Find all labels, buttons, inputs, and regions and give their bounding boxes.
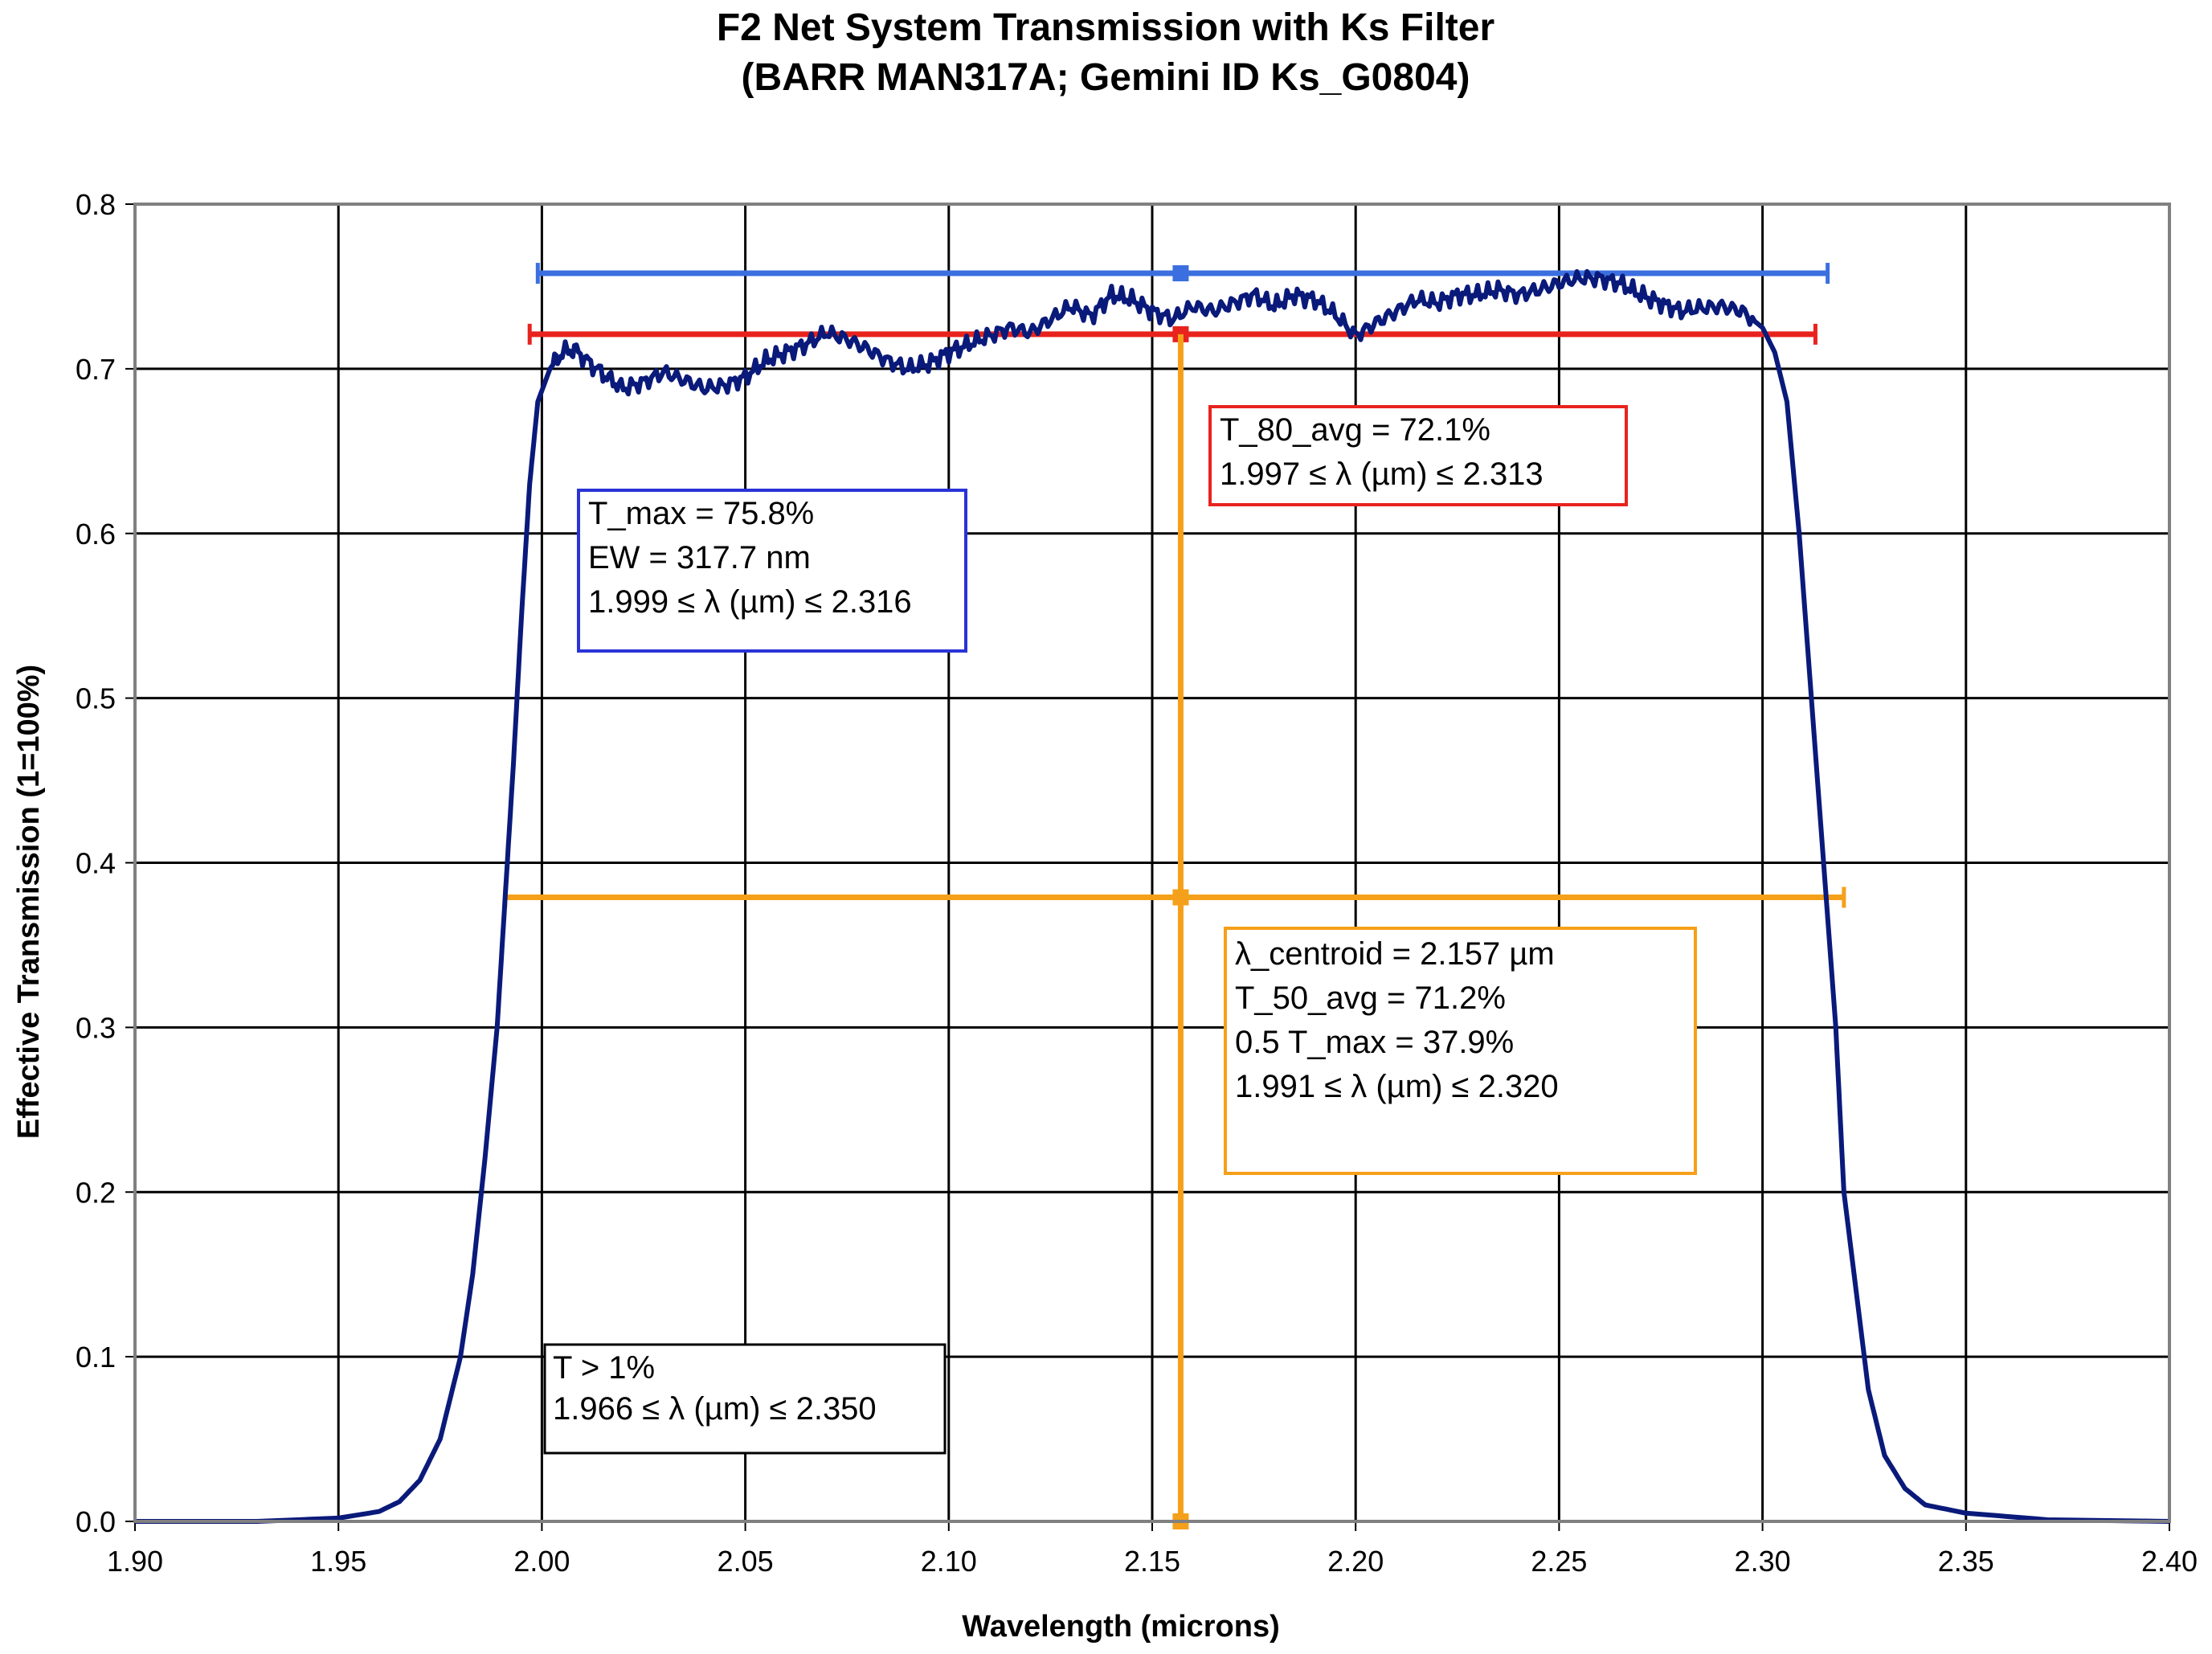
- x-tick-label: 1.90: [107, 1545, 163, 1578]
- annotation-t80: T_80_avg = 72.1% 1.997 ≤ λ (µm) ≤ 2.313: [1208, 405, 1628, 506]
- range-bar-marker: [1172, 265, 1189, 282]
- x-tick-label: 2.00: [513, 1545, 570, 1578]
- x-tick-label: 2.05: [718, 1545, 774, 1578]
- annotation-centroid: λ_centroid = 2.157 µm T_50_avg = 71.2% 0…: [1224, 927, 1697, 1175]
- y-tick-label: 0.8: [76, 188, 116, 221]
- x-tick-label: 2.15: [1124, 1545, 1180, 1578]
- y-tick-label: 0.3: [76, 1011, 116, 1044]
- chart-title-line1: F2 Net System Transmission with Ks Filte…: [717, 6, 1494, 49]
- annotation-centroid-line2: T_50_avg = 71.2%: [1235, 981, 1506, 1016]
- y-tick-label: 0.6: [76, 518, 116, 551]
- annotation-tmax: T_max = 75.8% EW = 317.7 nm 1.999 ≤ λ (µ…: [577, 489, 967, 653]
- x-tick-label: 2.25: [1531, 1545, 1587, 1578]
- y-tick-label: 0.2: [76, 1176, 116, 1209]
- x-axis-title: Wavelength (microns): [962, 1610, 1280, 1644]
- x-tick-label: 2.40: [2141, 1545, 2198, 1578]
- x-tick-label: 2.20: [1327, 1545, 1384, 1578]
- series-line-0: [135, 268, 2170, 1524]
- annotation-centroid-line4: 1.991 ≤ λ (µm) ≤ 2.320: [1235, 1069, 1559, 1104]
- annotation-t80-line2: 1.997 ≤ λ (µm) ≤ 2.313: [1220, 456, 1543, 492]
- tick-labels: 1.90 1.95 2.00 2.05 2.10 2.15 2.20 2.25 2.30 2.35…: [76, 188, 2198, 1578]
- x-tick-label: 2.10: [921, 1545, 977, 1578]
- annotation-tmax-line1: T_max = 75.8%: [588, 496, 814, 531]
- y-tick-label: 0.4: [76, 847, 116, 880]
- annotation-t1-line2: 1.966 ≤ λ (µm) ≤ 2.350: [553, 1391, 877, 1427]
- y-tick-label: 0.5: [76, 682, 116, 715]
- annotation-centroid-line3: 0.5 T_max = 37.9%: [1235, 1025, 1514, 1060]
- y-tick-label: 0.7: [76, 353, 116, 386]
- plot-frame: [133, 203, 2171, 1523]
- x-tick-label: 2.30: [1735, 1545, 1791, 1578]
- annotation-t1-line1: T > 1%: [553, 1350, 655, 1386]
- annotation-centroid-box: [1224, 927, 1697, 1175]
- y-axis-title: Effective Transmission (1=100%): [12, 665, 46, 1139]
- series-layer: [135, 268, 2170, 1524]
- annotation-centroid-line1: λ_centroid = 2.157 µm: [1235, 936, 1555, 972]
- annotation-t80-box: [1208, 405, 1628, 506]
- annotation-t80-line1: T_80_avg = 72.1%: [1220, 412, 1490, 448]
- annotation-tmax-line3: 1.999 ≤ λ (µm) ≤ 2.316: [588, 584, 912, 620]
- y-tick-label: 0.0: [76, 1505, 116, 1538]
- annotation-t1: T > 1% 1.966 ≤ λ (µm) ≤ 2.350: [543, 1343, 947, 1455]
- annotation-tmax-line2: EW = 317.7 nm: [588, 540, 811, 575]
- annotation-tmax-box: [577, 489, 967, 653]
- y-tick-label: 0.1: [76, 1341, 116, 1374]
- x-tick-label: 2.35: [1938, 1545, 1994, 1578]
- chart-title-line2: (BARR MAN317A; Gemini ID Ks_G0804): [742, 56, 1470, 99]
- x-tick-label: 1.95: [310, 1545, 366, 1578]
- annotation-t1-box: [543, 1343, 947, 1455]
